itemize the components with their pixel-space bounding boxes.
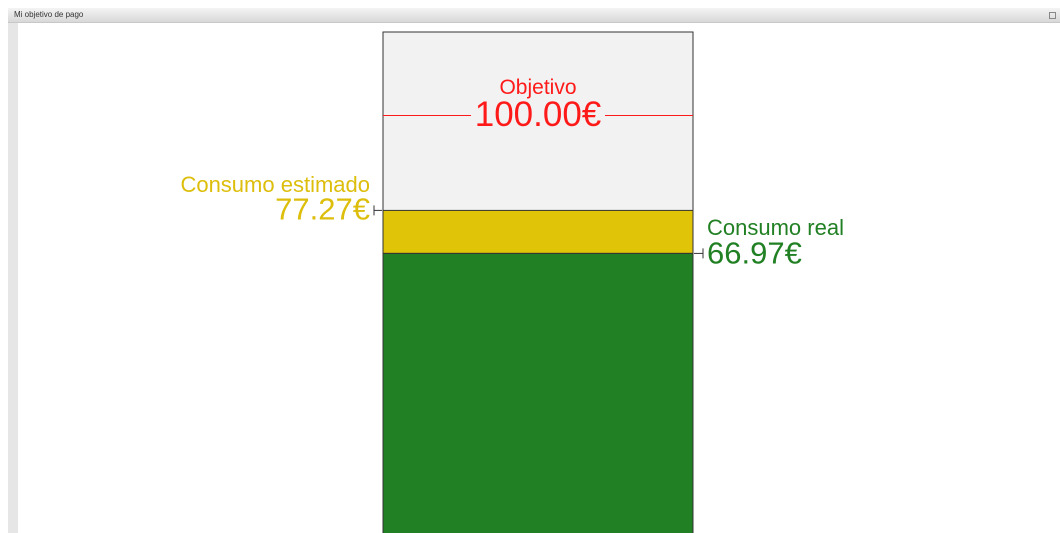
target-label-bg xyxy=(471,98,605,133)
panel-header: Mi objetivo de pago xyxy=(8,8,1060,23)
estimated-name: Consumo estimado xyxy=(180,172,370,197)
estimated-bar xyxy=(382,209,694,254)
target-name: Objetivo xyxy=(499,76,576,99)
real-name: Consumo real xyxy=(707,215,844,240)
panel-title: Mi objetivo de pago xyxy=(14,10,84,19)
maximize-button[interactable] xyxy=(1049,12,1056,19)
target-value: 100.00€ xyxy=(475,95,602,134)
estimated-value: 77.27€ xyxy=(275,192,370,227)
real-value: 66.97€ xyxy=(707,236,802,271)
side-strip xyxy=(8,23,18,533)
real-bar xyxy=(382,252,694,533)
